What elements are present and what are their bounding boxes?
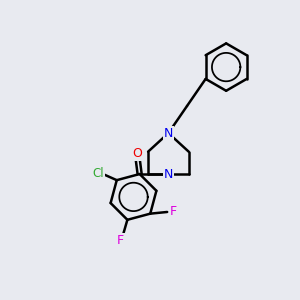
Text: N: N bbox=[164, 127, 173, 140]
Text: O: O bbox=[132, 146, 142, 160]
Text: F: F bbox=[117, 234, 124, 247]
Text: N: N bbox=[164, 167, 173, 181]
Text: Cl: Cl bbox=[92, 167, 104, 180]
Text: F: F bbox=[170, 206, 177, 218]
